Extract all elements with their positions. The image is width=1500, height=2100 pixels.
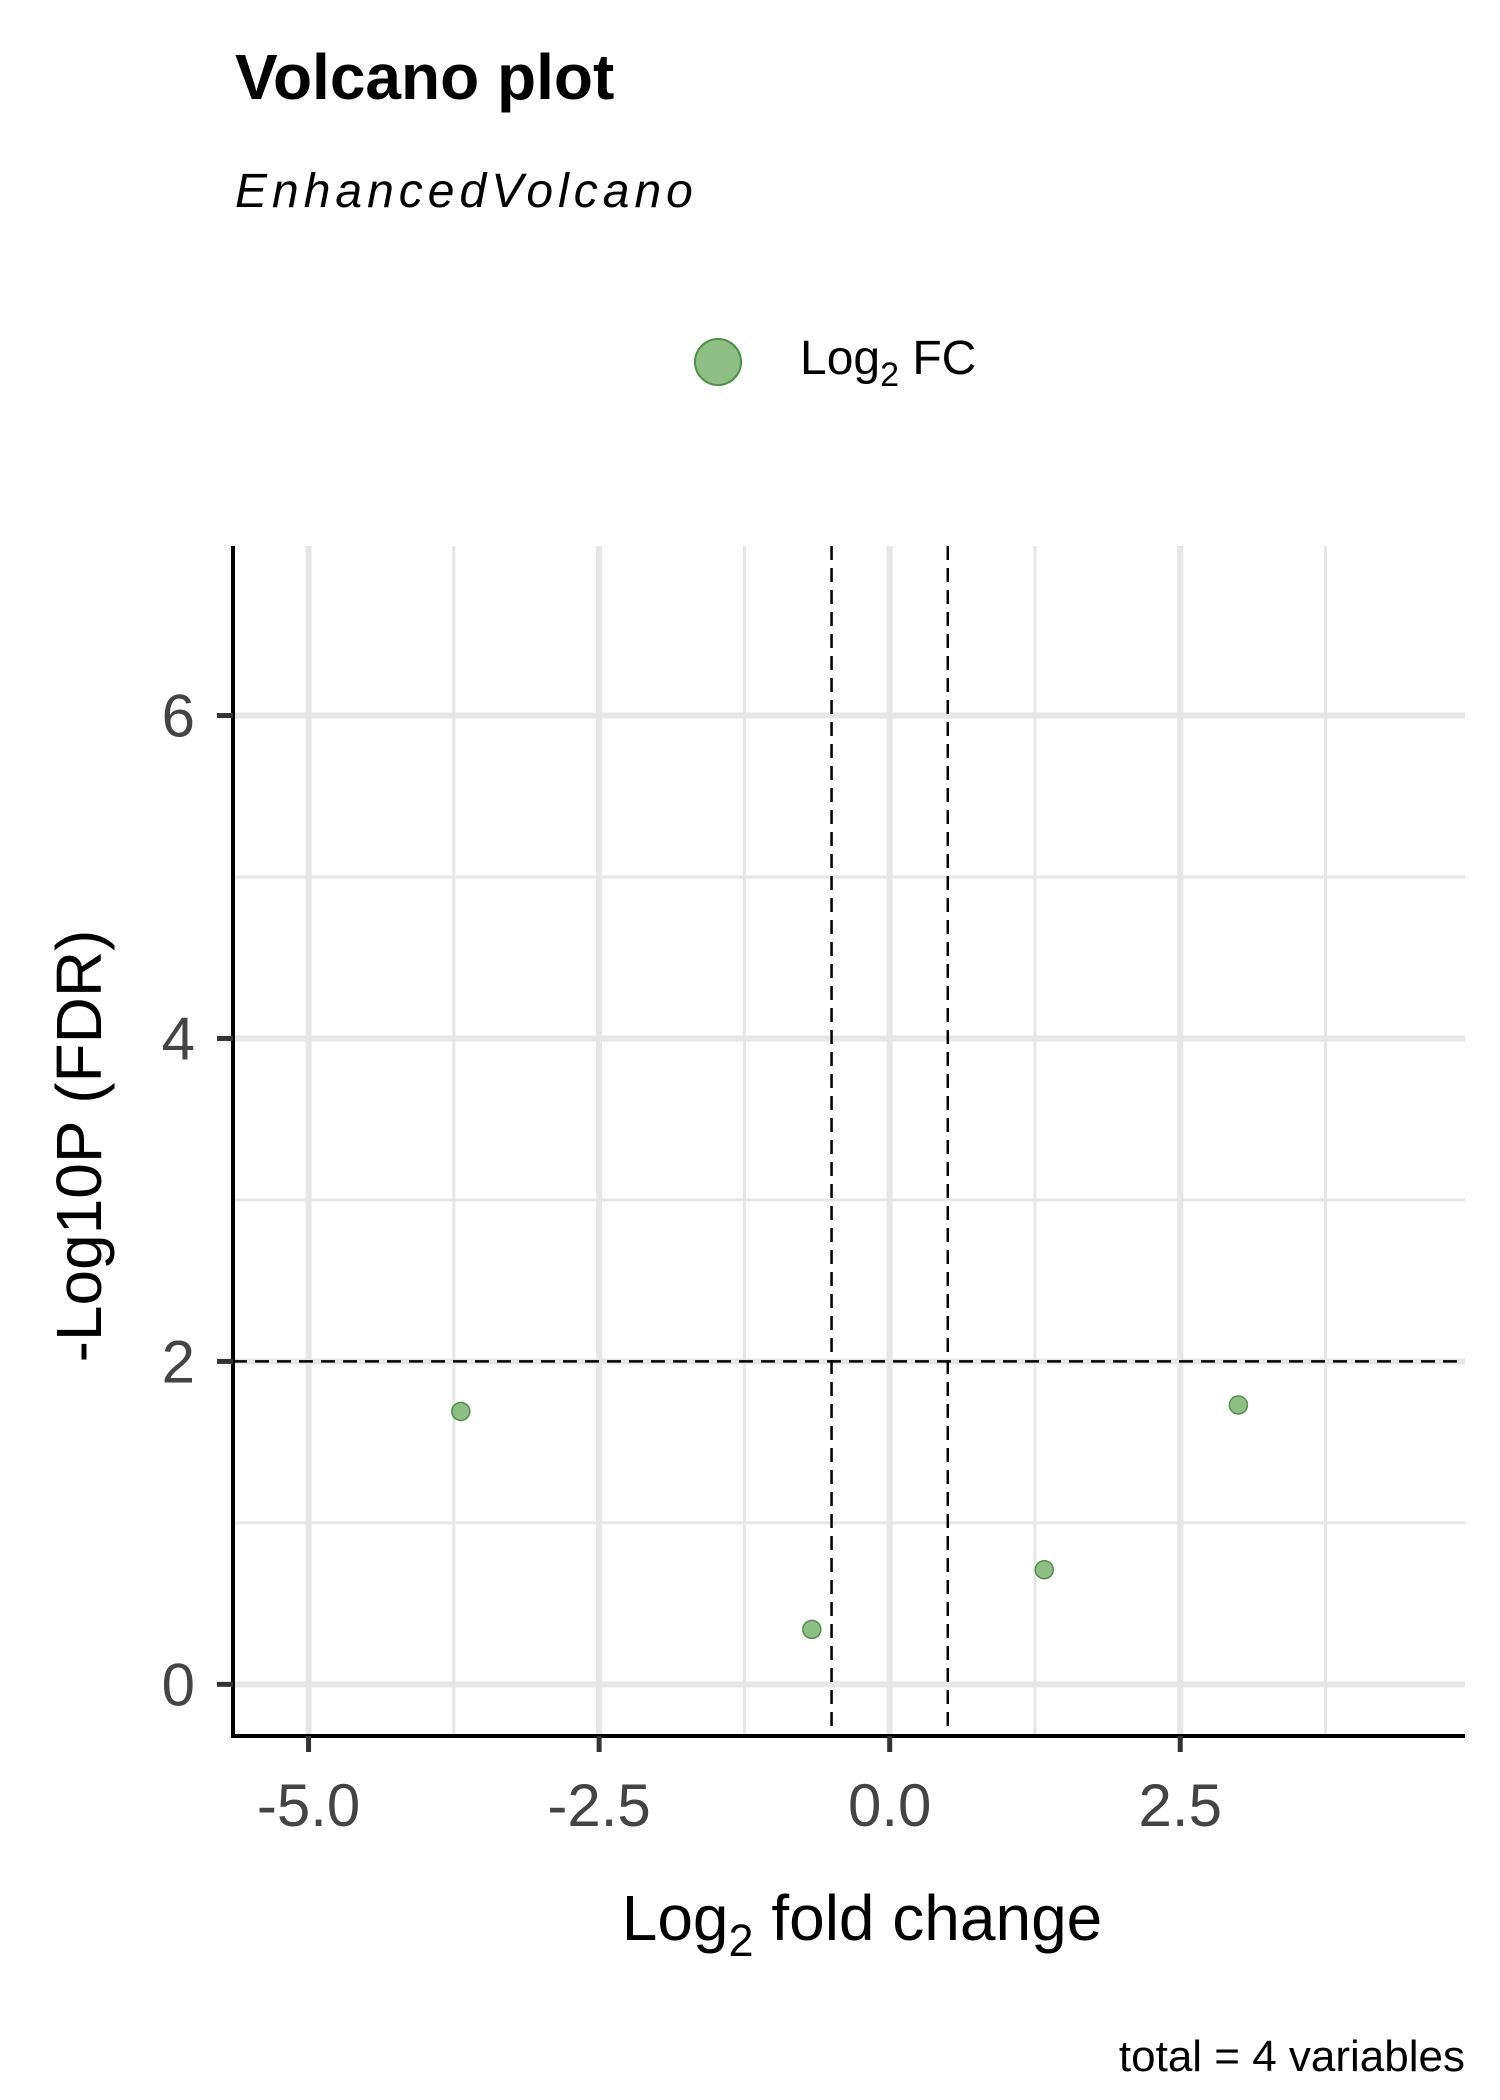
y-tick-label: 4 <box>162 1005 195 1072</box>
data-point <box>1034 1559 1055 1580</box>
axes-layer <box>231 546 1465 1738</box>
legend-label-tail: FC <box>899 332 976 385</box>
legend: Log2 FC <box>694 332 976 394</box>
data-point <box>802 1619 822 1640</box>
points-layer <box>451 1395 1249 1640</box>
y-axis-title: -Log10P (FDR) <box>43 930 115 1363</box>
chart-subtitle: EnhancedVolcano <box>235 165 698 218</box>
x-axis-title-subscript: 2 <box>729 1915 754 1966</box>
tick-layer: -5.0 -2.5 0.0 2.5 0 2 4 6 <box>162 683 1222 1839</box>
y-tick-label: 6 <box>162 683 195 750</box>
legend-label-main: Log <box>800 332 880 385</box>
y-tick-label: 2 <box>162 1328 195 1395</box>
data-point <box>1228 1395 1249 1415</box>
chart-title: Volcano plot <box>235 41 614 113</box>
legend-label-subscript: 2 <box>880 356 899 394</box>
x-tick-label: -2.5 <box>547 1772 650 1839</box>
x-axis-title-main: Log <box>622 1882 729 1954</box>
x-axis-title: Log2 fold change <box>622 1882 1103 1966</box>
x-tick-label: -5.0 <box>257 1772 360 1839</box>
x-axis-title-tail: fold change <box>754 1882 1103 1954</box>
legend-marker <box>694 338 742 386</box>
cutoff-layer <box>233 546 1465 1736</box>
x-tick-label: 0.0 <box>848 1772 931 1839</box>
x-tick-label: 2.5 <box>1139 1772 1222 1839</box>
grid-layer <box>233 546 1465 1736</box>
data-point <box>451 1401 471 1422</box>
caption: total = 4 variables <box>1119 2032 1465 2081</box>
y-tick-label: 0 <box>162 1651 195 1718</box>
legend-label: Log2 FC <box>800 332 976 394</box>
